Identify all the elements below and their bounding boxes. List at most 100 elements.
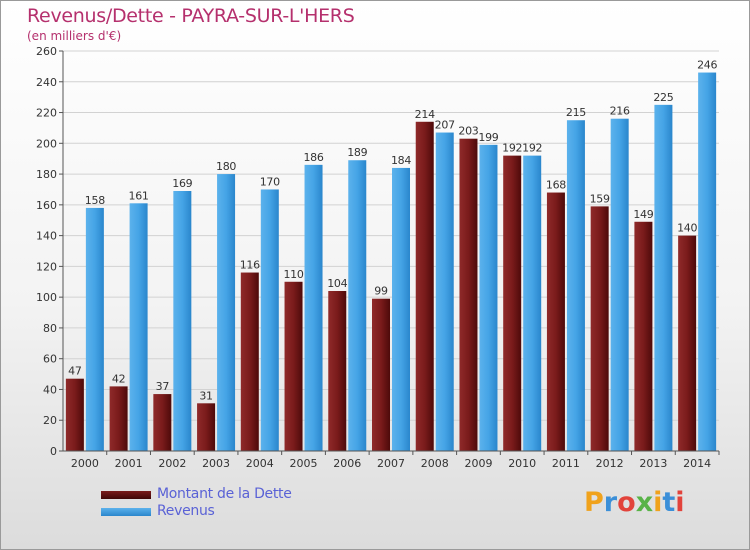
data-label-revenus: 186 <box>303 151 323 164</box>
legend-label-revenus: Revenus <box>157 503 215 519</box>
data-label-revenus: 158 <box>85 194 105 207</box>
bar-revenus <box>654 104 673 451</box>
bar-debt <box>503 155 522 451</box>
bar-debt <box>590 206 609 451</box>
bar-revenus <box>435 132 454 452</box>
data-label-debt: 37 <box>156 380 170 393</box>
data-label-revenus: 225 <box>653 91 673 104</box>
data-label-debt: 110 <box>283 268 303 281</box>
bar-revenus <box>348 160 367 451</box>
data-label-debt: 159 <box>590 192 610 205</box>
bar-debt <box>153 394 172 451</box>
y-tick-label: 240 <box>36 76 57 89</box>
data-label-debt: 140 <box>677 222 697 235</box>
legend-swatch-revenus <box>101 508 151 516</box>
logo-letter: t <box>662 487 676 518</box>
y-tick-label: 160 <box>36 199 57 212</box>
data-label-debt: 104 <box>327 277 347 290</box>
x-tick-label: 2001 <box>115 457 143 470</box>
bar-revenus <box>304 164 323 451</box>
bar-debt <box>109 386 128 451</box>
legend-swatch-debt <box>101 491 151 499</box>
data-label-revenus: 207 <box>435 119 455 132</box>
bar-revenus <box>523 155 542 451</box>
bar-debt <box>415 121 434 452</box>
data-label-revenus: 189 <box>347 146 367 159</box>
x-tick-label: 2007 <box>377 457 405 470</box>
x-tick-label: 2002 <box>158 457 186 470</box>
data-label-debt: 168 <box>546 179 566 192</box>
bar-debt <box>546 192 565 452</box>
bar-debt <box>328 291 347 451</box>
data-label-revenus: 215 <box>566 106 586 119</box>
bar-debt <box>65 378 84 451</box>
bar-revenus <box>566 120 585 451</box>
y-tick-label: 80 <box>43 322 57 335</box>
data-label-revenus: 161 <box>129 189 149 202</box>
x-tick-label: 2004 <box>246 457 274 470</box>
y-tick-label: 200 <box>36 137 57 150</box>
logo-letter: r <box>603 487 618 518</box>
y-tick-label: 140 <box>36 230 57 243</box>
x-tick-label: 2013 <box>639 457 667 470</box>
x-tick-label: 2005 <box>290 457 318 470</box>
x-tick-label: 2003 <box>202 457 230 470</box>
data-label-debt: 116 <box>240 259 260 272</box>
y-tick-label: 100 <box>36 291 57 304</box>
bar-revenus <box>392 167 410 451</box>
x-tick-label: 2014 <box>683 457 711 470</box>
data-label-debt: 99 <box>374 285 388 298</box>
logo-letter: x <box>635 487 654 518</box>
x-tick-label: 2008 <box>421 457 449 470</box>
bar-debt <box>678 235 697 451</box>
data-label-debt: 42 <box>112 372 125 385</box>
bar-revenus <box>698 72 717 452</box>
y-tick-label: 120 <box>36 260 57 273</box>
bar-revenus <box>129 203 148 451</box>
bar-revenus <box>217 174 236 452</box>
logo-letter: i <box>653 487 663 518</box>
data-label-revenus: 246 <box>697 59 717 72</box>
bar-debt <box>197 403 216 451</box>
data-label-revenus: 169 <box>172 177 192 190</box>
data-label-revenus: 170 <box>260 175 280 188</box>
bar-revenus <box>85 207 104 451</box>
proxiti-logo: Proxiti <box>584 487 685 518</box>
data-label-revenus: 199 <box>478 131 498 144</box>
data-label-debt: 47 <box>68 365 82 378</box>
x-tick-label: 2000 <box>71 457 99 470</box>
x-tick-label: 2006 <box>333 457 361 470</box>
bar-debt <box>459 138 478 451</box>
logo-letter: P <box>584 487 604 518</box>
legend-label-debt: Montant de la Dette <box>157 486 292 502</box>
x-tick-label: 2010 <box>508 457 536 470</box>
data-label-revenus: 180 <box>216 160 236 173</box>
y-tick-label: 40 <box>43 383 57 396</box>
data-label-debt: 31 <box>199 389 212 402</box>
bar-debt <box>634 221 653 451</box>
y-tick-label: 220 <box>36 107 57 120</box>
data-label-revenus: 216 <box>610 105 630 118</box>
data-label-revenus: 184 <box>391 154 411 167</box>
bar-revenus <box>610 118 629 451</box>
y-tick-label: 20 <box>43 414 57 427</box>
x-tick-label: 2011 <box>552 457 580 470</box>
chart-title: Revenus/Dette - PAYRA-SUR-L'HERS <box>27 5 355 27</box>
y-tick-label: 180 <box>36 168 57 181</box>
data-label-debt: 192 <box>502 142 522 155</box>
bar-revenus <box>479 144 498 451</box>
data-label-debt: 214 <box>415 108 435 121</box>
logo-letter: i <box>675 487 685 518</box>
data-label-revenus: 192 <box>522 142 542 155</box>
x-tick-label: 2009 <box>464 457 492 470</box>
y-tick-label: 60 <box>43 353 57 366</box>
bar-debt <box>372 298 390 451</box>
bar-debt <box>240 272 259 451</box>
x-tick-label: 2012 <box>596 457 624 470</box>
data-label-debt: 203 <box>458 125 478 138</box>
y-tick-label: 0 <box>50 445 57 458</box>
data-label-debt: 149 <box>633 208 653 221</box>
chart-subtitle: (en milliers d'€) <box>27 29 122 43</box>
